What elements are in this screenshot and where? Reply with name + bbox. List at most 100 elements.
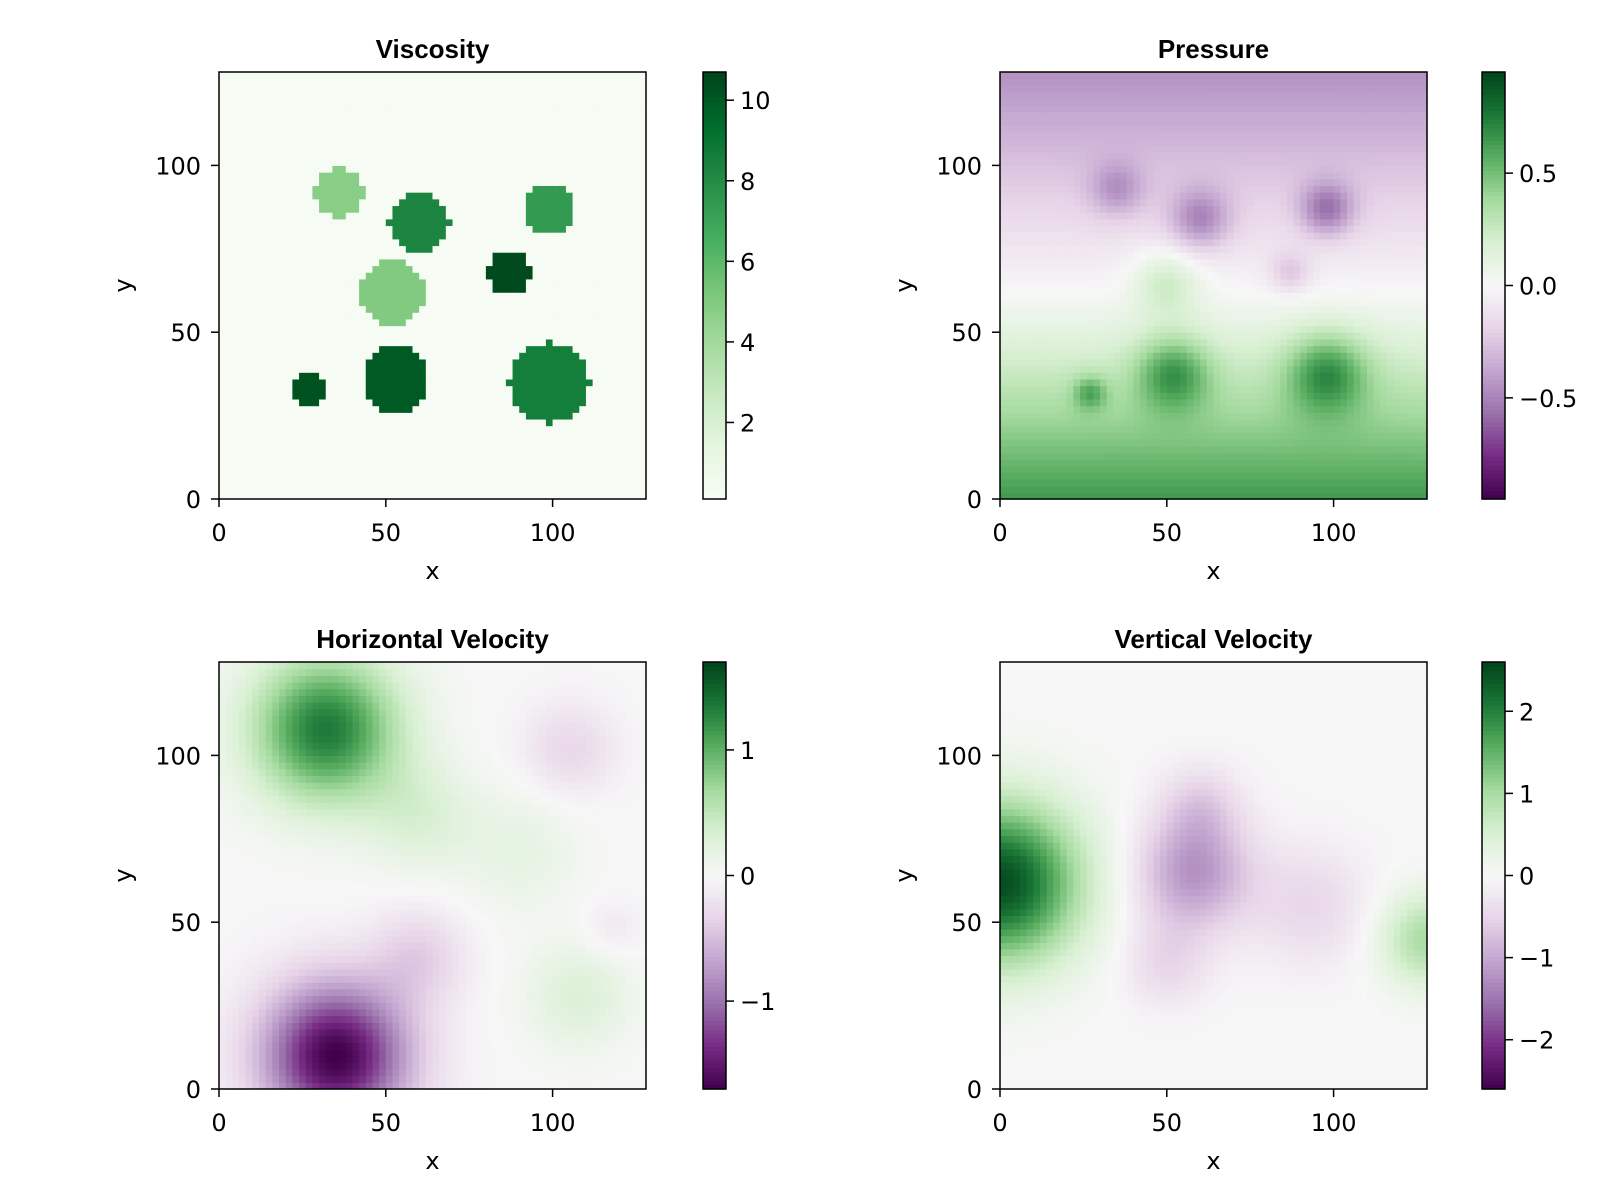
heatmap-cell: [292, 165, 300, 173]
heatmap-cell: [312, 205, 320, 213]
heatmap-cell: [545, 218, 554, 227]
heatmap-cell: [339, 458, 347, 467]
heatmap-cell: [365, 278, 374, 287]
heatmap-cell: [445, 292, 454, 300]
heatmap-cell: [585, 405, 594, 413]
heatmap-cell: [585, 352, 594, 360]
heatmap-cell: [359, 85, 367, 93]
heatmap-cell: [239, 305, 247, 313]
heatmap-cell: [439, 338, 447, 347]
heatmap-cell: [379, 305, 387, 313]
heatmap-cell: [359, 452, 367, 460]
heatmap-cell: [579, 72, 587, 80]
heatmap-cell: [1046, 72, 1054, 80]
heatmap-cell: [532, 332, 540, 340]
heatmap-cell: [472, 92, 480, 100]
heatmap-cell: [412, 352, 420, 360]
heatmap-cell: [385, 438, 394, 447]
heatmap-cell: [559, 178, 567, 187]
heatmap-cell: [1000, 372, 1008, 380]
heatmap-cell: [232, 278, 240, 287]
heatmap-cell: [352, 378, 360, 387]
heatmap-cell: [592, 385, 600, 393]
heatmap-cell: [319, 378, 327, 387]
colorbar-segment: [703, 144, 726, 150]
heatmap-cell: [359, 252, 367, 260]
heatmap-cell: [632, 398, 640, 407]
heatmap-cell: [459, 458, 467, 467]
colorbar-segment: [703, 413, 726, 419]
heatmap-cell: [225, 372, 233, 380]
heatmap-cell: [639, 365, 647, 373]
heatmap-cell: [1033, 218, 1041, 227]
heatmap-cell: [1066, 98, 1074, 106]
heatmap-cell: [559, 438, 567, 447]
heatmap-cell: [1000, 185, 1008, 193]
heatmap-cell: [1053, 432, 1061, 440]
heatmap-cell: [392, 305, 400, 313]
heatmap-cell: [445, 478, 454, 487]
heatmap-cell: [272, 112, 280, 120]
heatmap-cell: [1053, 225, 1061, 233]
heatmap-cell: [625, 465, 634, 473]
heatmap-cell: [552, 245, 560, 253]
heatmap-cell: [639, 358, 647, 367]
heatmap-cell: [552, 432, 560, 440]
heatmap-cell: [299, 478, 307, 487]
heatmap-cell: [565, 438, 574, 447]
heatmap-cell: [1053, 378, 1061, 387]
heatmap-cell: [619, 185, 627, 193]
heatmap-cell: [632, 198, 640, 207]
heatmap-cell: [572, 245, 580, 253]
heatmap-cell: [1013, 345, 1021, 353]
heatmap-cell: [579, 478, 587, 487]
heatmap-cell: [425, 145, 434, 153]
heatmap-cell: [305, 205, 313, 213]
heatmap-cell: [425, 278, 434, 287]
heatmap-cell: [452, 292, 460, 300]
heatmap-cell: [452, 458, 460, 467]
heatmap-cell: [1073, 205, 1081, 213]
heatmap-cell: [419, 398, 427, 407]
heatmap-cell: [505, 312, 514, 320]
heatmap-cell: [599, 378, 607, 387]
heatmap-cell: [452, 118, 460, 126]
heatmap-cell: [365, 232, 374, 240]
heatmap-cell: [1000, 378, 1008, 387]
heatmap-cell: [399, 212, 407, 220]
heatmap-cell: [525, 212, 534, 220]
heatmap-cell: [532, 385, 540, 393]
heatmap-cell: [359, 425, 367, 433]
heatmap-cell: [532, 252, 540, 260]
heatmap-cell: [492, 258, 500, 267]
heatmap-cell: [239, 452, 247, 460]
heatmap-cell: [619, 225, 627, 233]
heatmap-cell: [1020, 72, 1028, 80]
heatmap-cell: [605, 378, 614, 387]
heatmap-cell: [345, 492, 354, 500]
heatmap-cell: [332, 132, 340, 140]
heatmap-cell: [439, 352, 447, 360]
heatmap-cell: [412, 145, 420, 153]
heatmap-cell: [605, 145, 614, 153]
heatmap-cell: [419, 445, 427, 453]
heatmap-cell: [319, 425, 327, 433]
heatmap-cell: [219, 345, 227, 353]
heatmap-cell: [372, 452, 380, 460]
heatmap-cell: [1033, 392, 1041, 400]
heatmap-cell: [285, 425, 293, 433]
heatmap-cell: [1020, 185, 1028, 193]
heatmap-cell: [319, 125, 327, 133]
heatmap-cell: [1000, 98, 1008, 106]
heatmap-cell: [585, 192, 594, 200]
heatmap-cell: [565, 425, 574, 433]
heatmap-cell: [525, 118, 534, 126]
colorbar-tick-label: 8: [740, 168, 755, 196]
heatmap-cell: [1066, 332, 1074, 340]
heatmap-cell: [412, 218, 420, 227]
heatmap-cell: [379, 285, 387, 293]
heatmap-cell: [259, 378, 267, 387]
heatmap-cell: [599, 398, 607, 407]
heatmap-cell: [465, 352, 474, 360]
heatmap-cell: [492, 152, 500, 160]
